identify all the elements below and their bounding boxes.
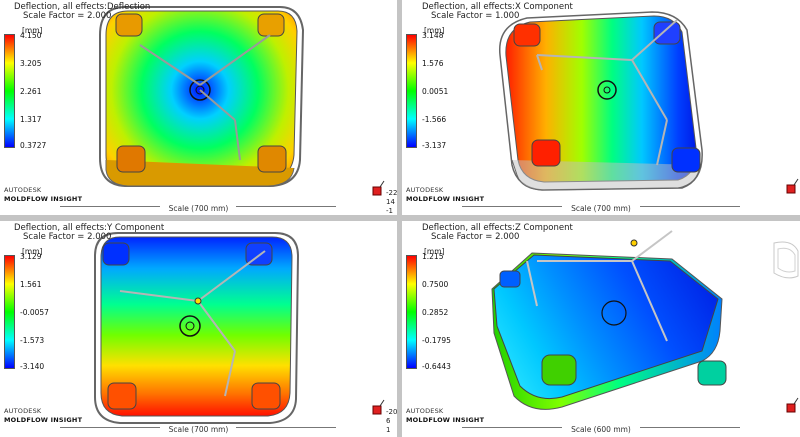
scale-label: Scale (600 mm) [571, 425, 631, 434]
color-legend-bar [406, 255, 417, 369]
legend-tick: -1.573 [20, 336, 45, 345]
autodesk-label: AUTODESK [406, 186, 444, 194]
legend-tick: 0.2852 [422, 308, 449, 317]
part-model-x-component [499, 11, 703, 191]
legend-unit: [mm] [22, 247, 43, 256]
scale-factor-label: Scale Factor = 2.000 [23, 232, 112, 242]
axis-triad-icon [372, 399, 385, 415]
moldflow-insight-label: MOLDFLOW INSIGHT [406, 416, 485, 424]
legend-unit: [mm] [424, 247, 445, 256]
triad-value: 14 [386, 198, 395, 206]
viewport-x-component[interactable]: Deflection, all effects:X Component Scal… [402, 0, 800, 215]
legend-tick: -0.1795 [422, 336, 451, 345]
part-model-z-component [491, 230, 799, 410]
result-title: Deflection, all effects:Z Component [422, 223, 573, 233]
scale-bar-right [236, 427, 336, 428]
legend-unit: [mm] [22, 26, 43, 35]
legend-tick: 3.148 [422, 31, 444, 40]
part-model-y-component [94, 232, 300, 424]
legend-tick: -3.140 [20, 362, 45, 371]
color-legend-bar [406, 34, 417, 148]
scale-factor-label: Scale Factor = 2.000 [431, 232, 520, 242]
scale-label: Scale (700 mm) [168, 204, 229, 213]
legend-tick: 0.3727 [20, 141, 47, 150]
legend-tick: 0.7500 [422, 280, 449, 289]
legend-tick: 1.561 [20, 280, 42, 289]
scale-bar-left [462, 206, 562, 207]
scale-label: Scale (700 mm) [168, 425, 229, 434]
triad-value: -22 [386, 189, 397, 197]
legend-tick: -1.566 [422, 115, 447, 124]
moldflow-insight-label: MOLDFLOW INSIGHT [4, 195, 83, 203]
legend-unit: [mm] [424, 26, 445, 35]
legend-tick: 1.576 [422, 59, 444, 68]
result-title: Deflection, all effects:Deflection [14, 2, 151, 12]
autodesk-label: AUTODESK [406, 407, 444, 415]
result-title: Deflection, all effects:X Component [422, 2, 573, 12]
scale-bar-left [462, 427, 562, 428]
legend-tick: -0.6443 [422, 362, 451, 371]
scale-bar-right [640, 206, 740, 207]
scale-factor-label: Scale Factor = 1.000 [431, 11, 520, 21]
legend-tick: 4.150 [20, 31, 42, 40]
scale-bar-right [236, 206, 336, 207]
autodesk-label: AUTODESK [4, 407, 42, 415]
color-legend-bar [4, 34, 15, 148]
triad-value: 6 [386, 417, 391, 425]
part-model-deflection [99, 6, 305, 187]
scale-bar-left [60, 427, 160, 428]
scale-bar-right [640, 427, 740, 428]
axis-triad-icon [786, 397, 799, 413]
legend-tick: -0.0057 [20, 308, 49, 317]
triad-value: -1 [386, 207, 393, 215]
scale-factor-label: Scale Factor = 2.000 [23, 11, 112, 21]
moldflow-insight-label: MOLDFLOW INSIGHT [406, 195, 485, 203]
legend-tick: 1.317 [20, 115, 42, 124]
horizontal-splitter[interactable] [0, 215, 800, 221]
scale-bar-left [60, 206, 160, 207]
legend-tick: -3.137 [422, 141, 447, 150]
viewport-deflection[interactable]: Deflection, all effects:Deflection Scale… [0, 0, 397, 215]
scale-label: Scale (700 mm) [571, 204, 631, 213]
color-legend-bar [4, 255, 15, 369]
legend-tick: 3.129 [20, 252, 42, 261]
triad-value: -20 [386, 408, 397, 416]
viewport-z-component[interactable]: Deflection, all effects:Z Component Scal… [402, 221, 800, 437]
triad-value: 1 [386, 426, 391, 434]
legend-tick: 2.261 [20, 87, 42, 96]
autodesk-label: AUTODESK [4, 186, 42, 194]
legend-tick: 1.215 [422, 252, 444, 261]
legend-tick: 3.205 [20, 59, 42, 68]
viewport-y-component[interactable]: Deflection, all effects:Y Component Scal… [0, 221, 397, 437]
legend-tick: 0.0051 [422, 87, 449, 96]
axis-triad-icon [786, 178, 799, 194]
moldflow-insight-label: MOLDFLOW INSIGHT [4, 416, 83, 424]
axis-triad-icon [372, 180, 385, 196]
result-title: Deflection, all effects:Y Component [14, 223, 165, 233]
